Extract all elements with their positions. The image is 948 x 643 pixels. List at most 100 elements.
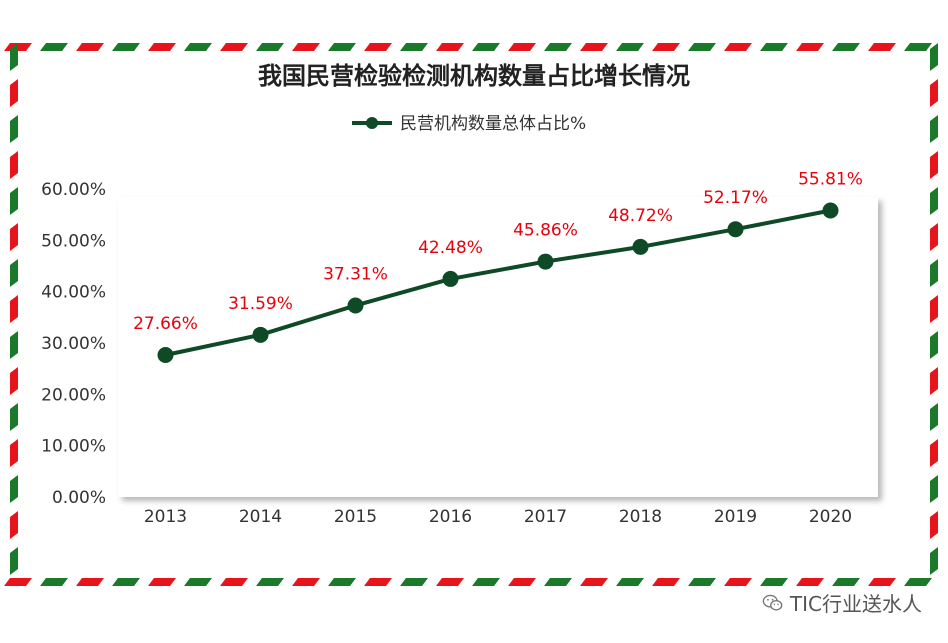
frame-dash [580,578,608,586]
frame-dash [652,578,680,586]
frame-dash [832,43,860,51]
frame-dash [10,547,18,575]
data-label: 31.59% [228,294,293,314]
frame-dash [796,43,824,51]
frame-dash [930,79,938,107]
data-label: 45.86% [513,221,578,241]
frame-dash [436,43,464,51]
frame-dash [930,331,938,359]
data-point [822,202,839,219]
frame-dash [904,43,932,51]
frame-dash [930,403,938,431]
frame-dash [472,578,500,586]
data-label: 37.31% [323,264,388,284]
frame-dash [930,43,938,71]
frame-dash [580,43,608,51]
frame-dash [112,578,140,586]
frame-dash [40,43,68,51]
frame-dash [868,43,896,51]
frame-dash [10,295,18,323]
frame-dash [4,578,32,586]
frame-dash [616,43,644,51]
data-point [632,238,649,255]
frame-dash [930,187,938,215]
frame-dash [544,578,572,586]
y-tick-label: 50.00% [41,231,106,251]
frame-dash [508,578,536,586]
frame-dash [328,43,356,51]
plot-area [118,197,878,497]
frame-dash [328,578,356,586]
x-tick-label: 2017 [524,507,567,527]
frame-dash [10,511,18,539]
x-tick-label: 2019 [714,507,757,527]
legend-label: 民营机构数量总体占比% [400,114,586,134]
data-point [537,253,554,270]
frame-dash [930,223,938,251]
watermark-text: TIC行业送水人 [789,592,922,616]
x-tick-label: 2013 [144,507,187,527]
frame-dash [796,578,824,586]
frame-dash [508,43,536,51]
x-tick-label: 2016 [429,507,472,527]
frame-dash [256,43,284,51]
frame-dash [184,578,212,586]
x-tick-label: 2018 [619,507,662,527]
data-point [157,347,174,364]
frame-dash [472,43,500,51]
frame-dash [10,259,18,287]
frame-dash [76,578,104,586]
frame-dash [10,79,18,107]
data-point [347,297,364,314]
y-tick-label: 60.00% [41,180,106,200]
data-point [252,326,269,343]
frame-dash [256,578,284,586]
frame-dash [930,475,938,503]
data-point [727,221,744,238]
frame-dash [184,43,212,51]
y-tick-label: 40.00% [41,283,106,303]
frame-dash [400,578,428,586]
frame-dash [10,151,18,179]
frame-dash [220,578,248,586]
frame-dash [364,43,392,51]
frame-dash [10,115,18,143]
frame-dash [220,43,248,51]
data-label: 27.66% [133,314,198,334]
y-tick-label: 20.00% [41,385,106,405]
frame-dash [10,403,18,431]
frame-dash [10,475,18,503]
frame-dash [930,115,938,143]
frame-dash [832,578,860,586]
frame-dash [930,439,938,467]
frame-dash [724,43,752,51]
frame-dash [652,43,680,51]
data-label: 42.48% [418,238,483,258]
frame-dash [112,43,140,51]
data-point [442,270,459,287]
frame-dash [544,43,572,51]
frame-dash [930,259,938,287]
frame-dash [760,578,788,586]
frame-dash [904,578,932,586]
frame-dash [292,578,320,586]
x-tick-label: 2015 [334,507,377,527]
frame-dash [148,43,176,51]
frame-dash [436,578,464,586]
data-label: 52.17% [703,188,768,208]
data-label: 55.81% [798,170,863,190]
frame-dash [148,578,176,586]
frame-dash [868,578,896,586]
frame-dash [76,43,104,51]
frame-dash [760,43,788,51]
frame-dash [724,578,752,586]
frame-dash [10,367,18,395]
x-tick-label: 2014 [239,507,282,527]
frame-dash [930,151,938,179]
x-tick-label: 2020 [809,507,852,527]
legend-marker [366,117,378,129]
frame-dash [10,187,18,215]
chart-title: 我国民营检验检测机构数量占比增长情况 [258,62,690,90]
